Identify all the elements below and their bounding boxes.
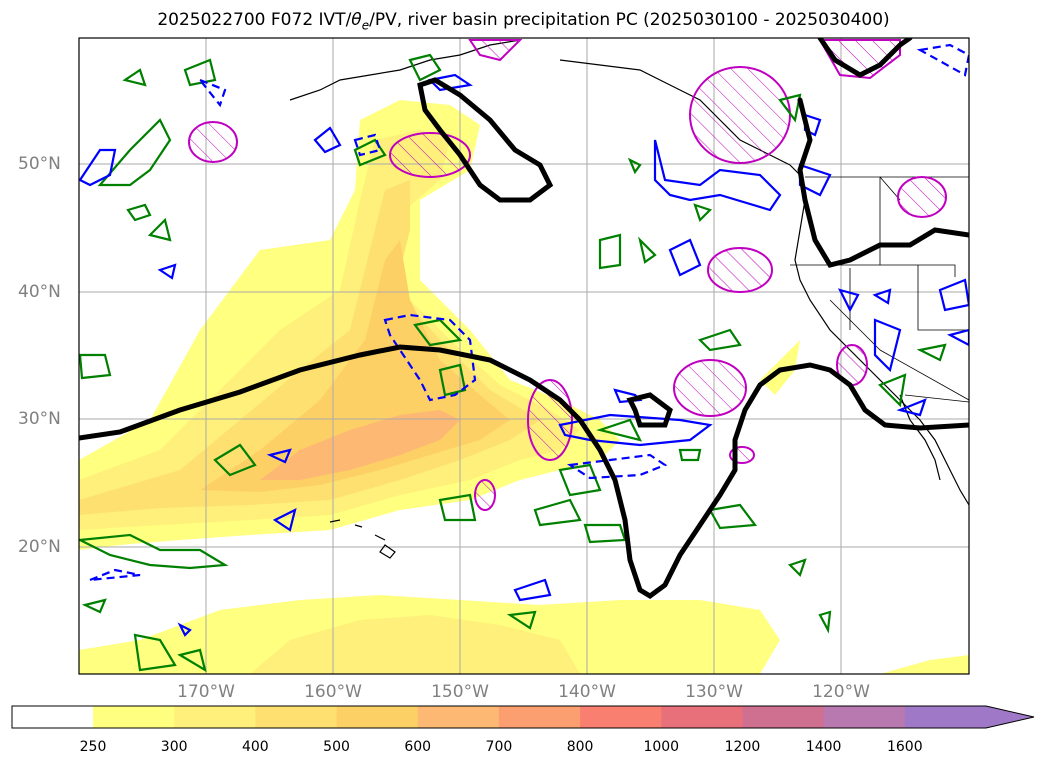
lon-label-140w: 140°W (558, 682, 616, 702)
lat-label-50n: 50°N (18, 154, 61, 174)
colorbar-extend-arrow (986, 706, 1034, 728)
lat-label-30n: 30°N (18, 409, 61, 429)
pv-main-arc (79, 344, 969, 599)
lon-label-160w: 160°W (304, 682, 362, 702)
colorbar-tick-label: 1000 (643, 739, 680, 755)
map-frame (78, 37, 970, 675)
colorbar-tick-label: 600 (404, 739, 432, 755)
colorbar-cell (417, 706, 500, 728)
pv-small-loop (626, 392, 673, 428)
colorbar-cell (336, 706, 419, 728)
hawaii (329, 519, 396, 559)
colorbar-cell (255, 706, 338, 728)
colorbar-tick-label: 700 (485, 739, 513, 755)
colorbar-cell (823, 706, 906, 728)
colorbar-cell (661, 706, 743, 728)
colorbar (11, 705, 1035, 729)
pc-green-contours (79, 53, 947, 673)
pv-contours (79, 38, 969, 599)
colorbar-cell (742, 706, 825, 728)
colorbar-cell (904, 706, 987, 728)
pc-blue-dashed (89, 43, 969, 582)
ivt-south-corner (880, 655, 969, 674)
borders (790, 176, 969, 403)
lon-label-150w: 150°W (431, 682, 489, 702)
colorbar-tick-label: 1600 (886, 739, 923, 755)
colorbar-tick-label: 1200 (724, 739, 761, 755)
colorbar-tick-label: 400 (241, 739, 269, 755)
map-title: 2025022700 F072 IVT/θe/PV, river basin p… (157, 10, 890, 33)
colorbar-cell (580, 706, 662, 728)
colorbar-cell (93, 706, 175, 728)
lat-label-20n: 20°N (18, 537, 61, 557)
lon-label-170w: 170°W (177, 682, 235, 702)
ivt-shading (79, 100, 969, 674)
pc-blue-contours (79, 73, 969, 637)
colorbar-tick-label: 1400 (805, 739, 842, 755)
colorbar-cell (498, 706, 581, 728)
colorbar-tick-label: 250 (79, 739, 107, 755)
colorbar-under (12, 706, 93, 728)
pv-east (797, 97, 969, 268)
lon-label-130w: 130°W (685, 682, 743, 702)
colorbar-tick-label: 800 (566, 739, 594, 755)
pc-hatched-regions (188, 39, 947, 511)
colorbar-tick-label: 500 (323, 739, 350, 755)
ivt-plume-600 (260, 410, 460, 480)
pv-ne (817, 38, 913, 78)
pv-loop-north (417, 77, 554, 203)
lat-label-40n: 40°N (18, 282, 61, 302)
colorbar-cell (174, 706, 256, 728)
lon-label-120w: 120°W (812, 682, 870, 702)
colorbar-tick-label: 300 (160, 739, 188, 755)
gridlines (79, 38, 969, 674)
